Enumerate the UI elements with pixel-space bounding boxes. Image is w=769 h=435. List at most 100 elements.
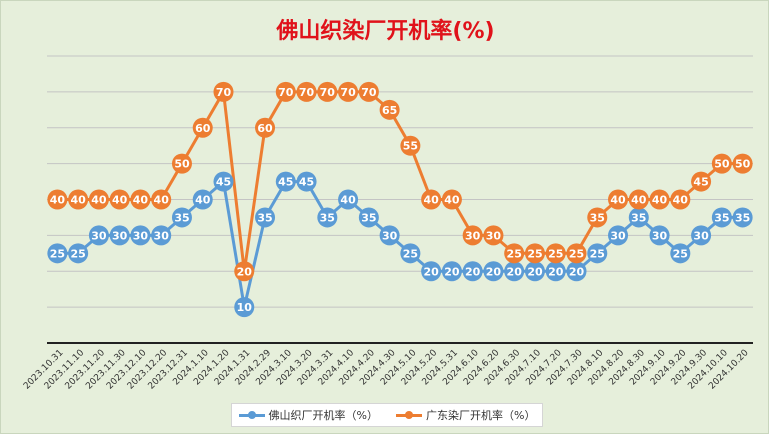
legend-label-guangdong: 广东染厂开机率（%） bbox=[426, 409, 536, 422]
data-point-1 bbox=[524, 243, 545, 264]
data-label-0: 30 bbox=[91, 229, 107, 242]
data-point-0 bbox=[441, 261, 462, 282]
data-label-0: 20 bbox=[444, 265, 460, 278]
data-point-1 bbox=[47, 189, 68, 210]
data-label-1: 65 bbox=[382, 104, 397, 117]
data-point-0 bbox=[275, 171, 296, 192]
data-label-1: 40 bbox=[423, 194, 439, 207]
series-line-1 bbox=[57, 90, 743, 273]
data-point-1 bbox=[504, 243, 525, 264]
data-label-0: 30 bbox=[112, 229, 128, 242]
data-point-1 bbox=[670, 189, 691, 210]
data-point-1 bbox=[296, 81, 317, 102]
data-point-0 bbox=[234, 297, 255, 318]
data-label-0: 20 bbox=[527, 265, 543, 278]
data-point-0 bbox=[213, 171, 234, 192]
data-point-1 bbox=[421, 189, 442, 210]
legend-item-guangdong: 广东染厂开机率（%） bbox=[396, 407, 535, 423]
data-point-1 bbox=[732, 153, 753, 174]
legend-label-foshan: 佛山织厂开机率（%） bbox=[268, 409, 378, 422]
data-label-1: 45 bbox=[693, 176, 708, 189]
data-label-1: 25 bbox=[548, 247, 563, 260]
data-label-1: 30 bbox=[465, 229, 481, 242]
data-point-0 bbox=[732, 207, 753, 228]
data-point-1 bbox=[379, 99, 400, 120]
data-point-0 bbox=[171, 207, 192, 228]
data-label-0: 40 bbox=[340, 194, 356, 207]
data-point-1 bbox=[691, 171, 712, 192]
data-point-1 bbox=[483, 225, 504, 246]
data-label-0: 25 bbox=[673, 247, 688, 260]
data-point-1 bbox=[213, 81, 234, 102]
data-label-1: 60 bbox=[195, 122, 211, 135]
data-point-1 bbox=[587, 207, 608, 228]
data-label-0: 45 bbox=[216, 176, 231, 189]
data-label-1: 70 bbox=[361, 86, 377, 99]
data-label-0: 45 bbox=[278, 176, 293, 189]
series-line-0 bbox=[57, 180, 743, 309]
legend-item-foshan: 佛山织厂开机率（%） bbox=[238, 407, 378, 423]
data-point-0 bbox=[296, 171, 317, 192]
data-point-0 bbox=[379, 225, 400, 246]
data-point-0 bbox=[255, 207, 276, 228]
data-label-0: 30 bbox=[154, 229, 170, 242]
data-point-0 bbox=[151, 225, 172, 246]
data-label-1: 40 bbox=[133, 194, 149, 207]
data-label-0: 25 bbox=[50, 247, 65, 260]
data-label-1: 55 bbox=[403, 140, 418, 153]
data-label-1: 70 bbox=[340, 86, 356, 99]
data-point-1 bbox=[462, 225, 483, 246]
data-point-0 bbox=[649, 225, 670, 246]
chart-legend: 佛山织厂开机率（%） 广东染厂开机率（%） bbox=[231, 403, 543, 427]
data-label-0: 20 bbox=[569, 265, 585, 278]
data-label-0: 30 bbox=[693, 229, 709, 242]
data-label-1: 25 bbox=[569, 247, 584, 260]
data-point-0 bbox=[524, 261, 545, 282]
data-label-0: 35 bbox=[361, 211, 376, 224]
data-label-1: 20 bbox=[237, 265, 253, 278]
data-label-0: 10 bbox=[237, 301, 253, 314]
data-label-0: 20 bbox=[465, 265, 481, 278]
data-label-0: 30 bbox=[133, 229, 149, 242]
data-point-0 bbox=[192, 189, 213, 210]
data-point-1 bbox=[275, 81, 296, 102]
data-point-0 bbox=[628, 207, 649, 228]
data-label-0: 35 bbox=[174, 211, 189, 224]
data-label-1: 70 bbox=[299, 86, 315, 99]
data-label-1: 50 bbox=[714, 158, 730, 171]
data-point-0 bbox=[545, 261, 566, 282]
data-label-1: 70 bbox=[320, 86, 336, 99]
data-point-0 bbox=[421, 261, 442, 282]
data-label-1: 40 bbox=[444, 194, 460, 207]
data-point-0 bbox=[462, 261, 483, 282]
data-label-1: 40 bbox=[112, 194, 128, 207]
data-point-0 bbox=[608, 225, 629, 246]
data-label-1: 60 bbox=[257, 122, 273, 135]
data-point-1 bbox=[68, 189, 89, 210]
data-label-1: 35 bbox=[590, 211, 605, 224]
data-point-0 bbox=[504, 261, 525, 282]
data-point-1 bbox=[255, 117, 276, 138]
data-point-1 bbox=[338, 81, 359, 102]
data-label-1: 70 bbox=[216, 86, 232, 99]
data-label-0: 25 bbox=[403, 247, 418, 260]
data-label-1: 40 bbox=[631, 194, 647, 207]
data-label-0: 30 bbox=[382, 229, 398, 242]
data-label-0: 20 bbox=[507, 265, 523, 278]
data-point-1 bbox=[566, 243, 587, 264]
data-label-1: 25 bbox=[527, 247, 542, 260]
data-label-0: 40 bbox=[195, 194, 211, 207]
data-point-0 bbox=[483, 261, 504, 282]
data-label-1: 40 bbox=[50, 194, 66, 207]
data-point-0 bbox=[358, 207, 379, 228]
data-point-1 bbox=[88, 189, 109, 210]
data-point-1 bbox=[151, 189, 172, 210]
data-point-1 bbox=[130, 189, 151, 210]
data-label-0: 35 bbox=[257, 211, 272, 224]
data-label-1: 40 bbox=[70, 194, 86, 207]
data-point-0 bbox=[587, 243, 608, 264]
data-point-1 bbox=[649, 189, 670, 210]
data-label-1: 50 bbox=[174, 158, 190, 171]
